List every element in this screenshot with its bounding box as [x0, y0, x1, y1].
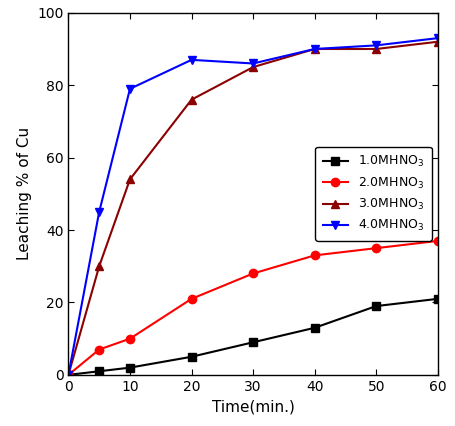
- 3.0MHNO$_3$: [188, 97, 194, 102]
- 2.0MHNO$_3$: [188, 296, 194, 302]
- 3.0MHNO$_3$: [373, 46, 378, 52]
- 4.0MHNO$_3$: [434, 36, 440, 41]
- 4.0MHNO$_3$: [66, 372, 71, 377]
- 1.0MHNO$_3$: [188, 354, 194, 360]
- 2.0MHNO$_3$: [311, 253, 317, 258]
- Line: 4.0MHNO$_3$: 4.0MHNO$_3$: [64, 34, 441, 379]
- 1.0MHNO$_3$: [311, 325, 317, 331]
- 4.0MHNO$_3$: [96, 209, 101, 214]
- 1.0MHNO$_3$: [96, 368, 101, 374]
- 1.0MHNO$_3$: [66, 372, 71, 377]
- 3.0MHNO$_3$: [311, 46, 317, 52]
- 1.0MHNO$_3$: [127, 365, 132, 370]
- 4.0MHNO$_3$: [250, 61, 255, 66]
- 4.0MHNO$_3$: [311, 46, 317, 52]
- Line: 2.0MHNO$_3$: 2.0MHNO$_3$: [64, 237, 441, 379]
- 4.0MHNO$_3$: [373, 43, 378, 48]
- 3.0MHNO$_3$: [434, 39, 440, 44]
- Legend: 1.0MHNO$_3$, 2.0MHNO$_3$, 3.0MHNO$_3$, 4.0MHNO$_3$: 1.0MHNO$_3$, 2.0MHNO$_3$, 3.0MHNO$_3$, 4…: [314, 147, 430, 241]
- Line: 3.0MHNO$_3$: 3.0MHNO$_3$: [64, 37, 441, 379]
- 1.0MHNO$_3$: [373, 303, 378, 308]
- 1.0MHNO$_3$: [250, 340, 255, 345]
- 2.0MHNO$_3$: [96, 347, 101, 352]
- 3.0MHNO$_3$: [250, 65, 255, 70]
- 4.0MHNO$_3$: [188, 57, 194, 62]
- X-axis label: Time(min.): Time(min.): [211, 399, 294, 414]
- 1.0MHNO$_3$: [434, 296, 440, 302]
- 2.0MHNO$_3$: [250, 271, 255, 276]
- 3.0MHNO$_3$: [127, 177, 132, 182]
- 3.0MHNO$_3$: [96, 264, 101, 269]
- 3.0MHNO$_3$: [66, 372, 71, 377]
- Line: 1.0MHNO$_3$: 1.0MHNO$_3$: [64, 295, 441, 379]
- 4.0MHNO$_3$: [127, 86, 132, 92]
- Y-axis label: Leaching % of Cu: Leaching % of Cu: [16, 127, 31, 260]
- 2.0MHNO$_3$: [373, 245, 378, 250]
- 2.0MHNO$_3$: [66, 372, 71, 377]
- 2.0MHNO$_3$: [434, 239, 440, 244]
- 2.0MHNO$_3$: [127, 336, 132, 341]
